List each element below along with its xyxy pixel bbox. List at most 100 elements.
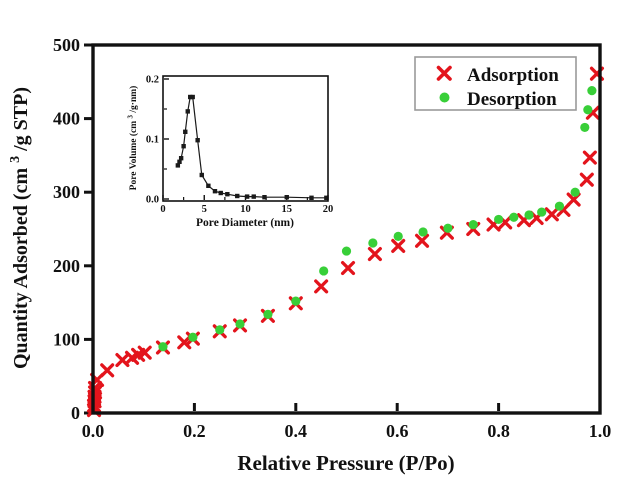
desorption-dot-icon [439, 92, 450, 103]
adsorption-point [391, 238, 406, 253]
pore-distribution-point [206, 183, 211, 188]
y-tick-label: 300 [53, 182, 80, 202]
x-axis-title: Relative Pressure (P/Po) [237, 451, 454, 475]
inset-y-tick-label: 0.1 [146, 135, 159, 146]
pore-distribution-line [177, 96, 327, 199]
desorption-point [494, 214, 504, 225]
pore-distribution-point [225, 192, 230, 197]
pore-distribution-point [183, 129, 188, 134]
y-tick-label: 200 [53, 256, 80, 276]
desorption-point [580, 122, 590, 133]
inset-x-tick-label: 15 [282, 204, 293, 215]
desorption-point [524, 210, 534, 220]
pore-distribution-point [178, 156, 184, 161]
desorption-point [368, 238, 378, 248]
adsorption-point [367, 246, 382, 262]
desorption-point [215, 325, 225, 335]
pore-distribution-point [212, 189, 218, 194]
pore-distribution-point [175, 163, 181, 168]
desorption-point [188, 332, 198, 342]
pore-distribution-point [188, 94, 193, 100]
x-tick-label: 0.6 [386, 421, 409, 441]
pore-distribution-point [251, 194, 256, 199]
inset-y-tick-label: 0.2 [146, 75, 159, 86]
pore-distribution-point [195, 138, 200, 143]
adsorption-point [582, 150, 597, 165]
x-tick-label: 1.0 [589, 421, 612, 441]
adsorption-point [544, 207, 559, 222]
inset-y-axis-title-text: Pore Volume (cm [128, 121, 139, 191]
inset-x-tick-label: 5 [202, 204, 207, 215]
pore-distribution-point [244, 194, 250, 199]
y-axis-title-text: Quantity Adsorbed (cm [10, 168, 32, 369]
inset-x-tick-label: 10 [240, 204, 251, 215]
y-axis-title: Quantity Adsorbed (cm 3 /g STP) [2, 87, 32, 369]
desorption-point [443, 223, 453, 233]
legend-adsorption-label: Adsorption [467, 65, 559, 86]
adsorption-point [100, 363, 115, 378]
pore-distribution-point [235, 193, 240, 199]
inset-plot-frame [162, 75, 329, 202]
pore-distribution-point [190, 94, 195, 100]
pore-distribution-point [199, 172, 204, 178]
pore-distribution-point [262, 195, 267, 200]
series-desorption [158, 86, 597, 352]
adsorption-point [340, 260, 356, 276]
inset-y-axis-title-superscript: 3 [127, 114, 135, 118]
adsorption-point [137, 345, 152, 360]
y-tick-label: 0 [71, 403, 80, 423]
pore-distribution-point [185, 109, 190, 114]
inset-x-tick-label: 20 [323, 204, 334, 215]
main-plot-frame [91, 43, 602, 415]
desorption-point [418, 227, 428, 237]
inset-y-tick-label: 0.0 [146, 195, 159, 206]
y-tick-label: 500 [53, 35, 80, 55]
inset-data-series [175, 94, 329, 200]
desorption-point [393, 231, 403, 241]
y-tick-label: 100 [53, 329, 80, 349]
desorption-point [263, 309, 273, 319]
desorption-point [468, 219, 478, 230]
inset-y-axis-title-units: /g·nm) [128, 86, 139, 114]
desorption-point [537, 207, 547, 217]
legend: Adsorption Desorption [414, 56, 577, 111]
inset-x-tick-label: 0 [160, 204, 165, 215]
y-axis-title-units: /g STP) [10, 87, 32, 152]
pore-distribution-point [177, 159, 182, 164]
inset-y-axis-title: Pore Volume (cm 3 /g·nm) [126, 86, 140, 191]
desorption-point [158, 342, 168, 352]
main-data-series [86, 66, 605, 418]
desorption-point [570, 187, 580, 197]
pore-distribution-point [181, 144, 186, 149]
x-tick-label: 0.0 [82, 421, 105, 441]
pore-distribution-point [324, 195, 329, 200]
inset-x-axis-title: Pore Diameter (nm) [196, 217, 294, 229]
series-adsorption [86, 66, 605, 418]
pore-distribution-point [218, 190, 223, 196]
adsorption-point [579, 172, 594, 187]
y-axis-title-superscript: 3 [8, 156, 23, 163]
adsorption-x-icon [436, 65, 452, 81]
inset-axis-ticks: 0 5 10 15 20 0.0 0.1 0.2 [146, 75, 333, 216]
desorption-point [587, 86, 597, 96]
desorption-point [341, 246, 352, 256]
desorption-point [319, 266, 329, 276]
desorption-point [583, 105, 593, 115]
adsorption-point [414, 233, 430, 248]
desorption-point [291, 296, 301, 306]
pore-distribution-point [284, 195, 289, 200]
legend-desorption-label: Desorption [467, 89, 557, 110]
adsorption-point [177, 335, 192, 350]
pore-distribution-point [309, 195, 314, 200]
y-tick-label: 400 [53, 109, 80, 129]
desorption-point [554, 201, 565, 211]
desorption-point [235, 319, 245, 329]
x-tick-label: 0.4 [285, 421, 308, 441]
adsorption-point [314, 279, 329, 294]
x-tick-label: 0.2 [183, 421, 206, 441]
x-tick-label: 0.8 [487, 421, 510, 441]
desorption-point [509, 212, 519, 222]
